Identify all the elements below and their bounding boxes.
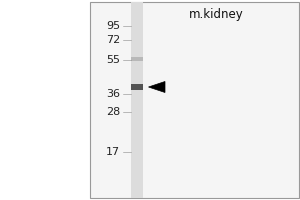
- Text: m.kidney: m.kidney: [189, 8, 243, 21]
- Text: 55: 55: [106, 55, 120, 65]
- Bar: [130, 84, 142, 90]
- Polygon shape: [148, 82, 165, 92]
- Text: 95: 95: [106, 21, 120, 31]
- Text: 17: 17: [106, 147, 120, 157]
- Text: 72: 72: [106, 35, 120, 45]
- Text: 28: 28: [106, 107, 120, 117]
- Text: 36: 36: [106, 89, 120, 99]
- Bar: [90, 2, 298, 198]
- Bar: [130, 57, 142, 61]
- Bar: [130, 2, 142, 198]
